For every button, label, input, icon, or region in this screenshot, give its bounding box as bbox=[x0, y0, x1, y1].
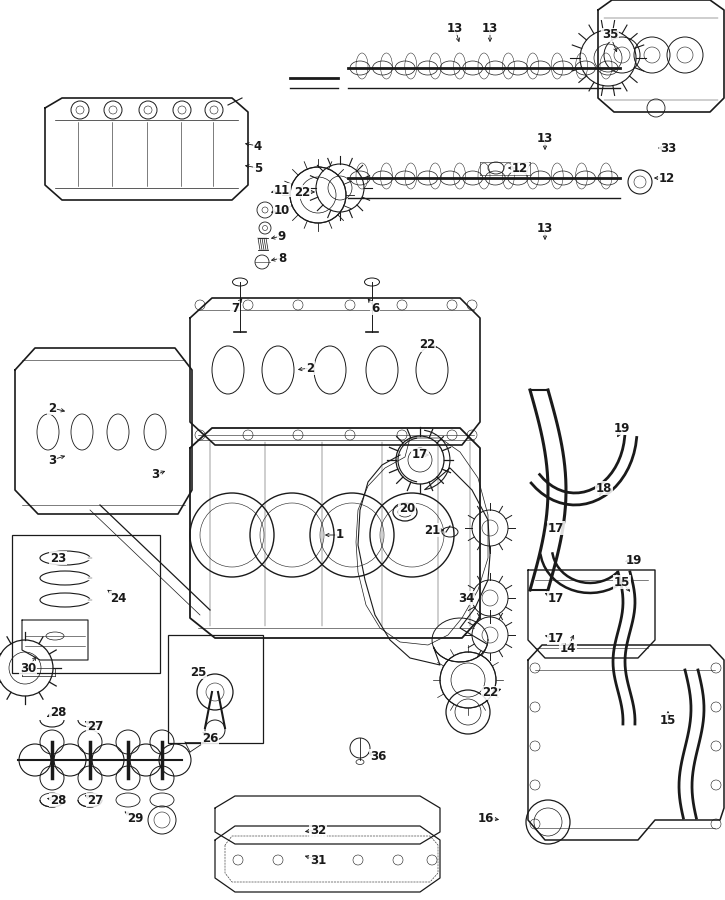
Text: 15: 15 bbox=[660, 714, 676, 726]
Bar bbox=[12, 535, 160, 673]
Text: 4: 4 bbox=[254, 140, 262, 152]
Text: 16: 16 bbox=[478, 812, 494, 824]
Text: 20: 20 bbox=[399, 501, 415, 515]
Text: 13: 13 bbox=[537, 131, 553, 145]
Text: 27: 27 bbox=[87, 794, 103, 806]
Text: 24: 24 bbox=[109, 591, 126, 605]
Text: 12: 12 bbox=[512, 161, 528, 175]
Text: 29: 29 bbox=[127, 812, 143, 824]
Text: 19: 19 bbox=[626, 554, 642, 566]
Text: 13: 13 bbox=[537, 221, 553, 235]
Text: 17: 17 bbox=[548, 591, 564, 605]
Text: 2: 2 bbox=[48, 401, 56, 415]
Bar bbox=[168, 635, 263, 743]
Text: 22: 22 bbox=[294, 185, 310, 199]
Text: 27: 27 bbox=[87, 719, 103, 733]
Text: 26: 26 bbox=[202, 732, 218, 744]
Text: 14: 14 bbox=[560, 642, 576, 654]
Text: 17: 17 bbox=[548, 521, 564, 535]
Text: 10: 10 bbox=[274, 203, 290, 217]
Text: 28: 28 bbox=[50, 794, 66, 806]
Text: 33: 33 bbox=[660, 141, 676, 155]
Text: 23: 23 bbox=[50, 552, 66, 564]
Text: 1: 1 bbox=[336, 528, 344, 542]
Text: 7: 7 bbox=[231, 302, 239, 314]
Text: 2: 2 bbox=[306, 362, 314, 374]
Text: 13: 13 bbox=[482, 22, 498, 34]
Text: 11: 11 bbox=[274, 184, 290, 196]
Text: 32: 32 bbox=[310, 824, 326, 836]
Text: 30: 30 bbox=[20, 662, 36, 674]
Text: 5: 5 bbox=[254, 161, 262, 175]
Text: 8: 8 bbox=[278, 251, 286, 265]
Text: 35: 35 bbox=[602, 29, 618, 41]
Text: 22: 22 bbox=[419, 338, 435, 352]
Text: 17: 17 bbox=[548, 632, 564, 644]
Text: 15: 15 bbox=[614, 575, 630, 589]
Text: 31: 31 bbox=[310, 853, 326, 867]
Text: 3: 3 bbox=[151, 469, 159, 482]
Text: 36: 36 bbox=[370, 750, 386, 762]
Text: 3: 3 bbox=[48, 454, 56, 466]
Text: 25: 25 bbox=[190, 665, 206, 679]
Text: 9: 9 bbox=[278, 230, 286, 242]
Text: 34: 34 bbox=[457, 591, 474, 605]
Text: 19: 19 bbox=[614, 421, 630, 435]
Text: 13: 13 bbox=[447, 22, 463, 34]
Text: 12: 12 bbox=[659, 172, 675, 184]
Text: 21: 21 bbox=[424, 524, 440, 536]
Text: 17: 17 bbox=[412, 448, 428, 462]
Text: 6: 6 bbox=[371, 302, 379, 314]
Text: 18: 18 bbox=[596, 482, 612, 494]
Text: 22: 22 bbox=[482, 687, 498, 699]
Text: 28: 28 bbox=[50, 706, 66, 718]
